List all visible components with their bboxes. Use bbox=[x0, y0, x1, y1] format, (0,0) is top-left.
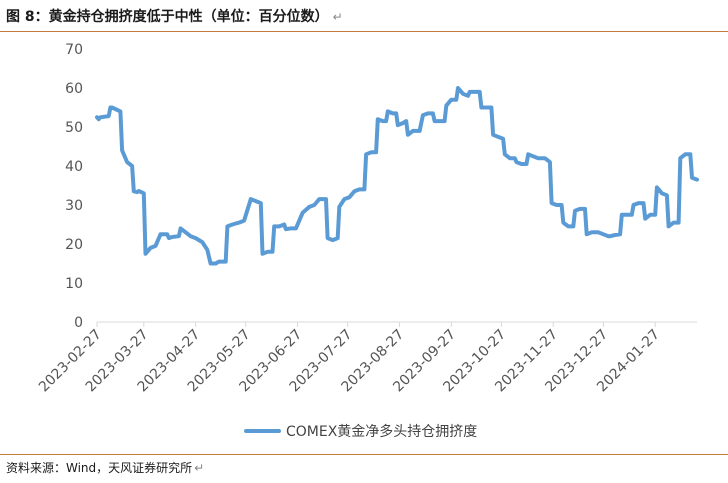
legend: COMEX黄金净多头持仓拥挤度 bbox=[244, 423, 477, 440]
y-tick-label: 40 bbox=[65, 159, 83, 175]
return-mark-icon: ↵ bbox=[332, 10, 343, 24]
y-tick-label: 50 bbox=[65, 120, 83, 136]
source-return-mark-icon: ↵ bbox=[194, 461, 205, 475]
plot-area bbox=[95, 86, 699, 266]
x-axis: 2023-02-272023-03-272023-04-272023-05-27… bbox=[36, 322, 663, 395]
title-divider bbox=[0, 31, 728, 32]
source-note: 资料来源：Wind，天风证券研究所 ↵ bbox=[6, 459, 204, 476]
series-line bbox=[95, 86, 699, 266]
figure-title-text: 图 8：黄金持仓拥挤度低于中性（单位：百分位数） bbox=[6, 9, 329, 25]
source-divider bbox=[0, 454, 728, 455]
y-tick-label: 70 bbox=[65, 42, 83, 58]
source-text: 资料来源：Wind，天风证券研究所 bbox=[6, 461, 193, 475]
y-tick-label: 0 bbox=[74, 315, 83, 331]
y-tick-label: 60 bbox=[65, 81, 83, 97]
y-tick-label: 20 bbox=[65, 237, 83, 253]
y-tick-label: 30 bbox=[65, 198, 83, 214]
y-tick-label: 10 bbox=[65, 276, 83, 292]
chart: 0 10 20 30 40 50 60 70 2023-02-272023-03-272023… bbox=[36, 42, 699, 440]
figure-title: 图 8：黄金持仓拥挤度低于中性（单位：百分位数） ↵ bbox=[6, 6, 343, 26]
y-axis: 0 10 20 30 40 50 60 70 bbox=[65, 42, 83, 331]
legend-label: COMEX黄金净多头持仓拥挤度 bbox=[286, 423, 477, 440]
